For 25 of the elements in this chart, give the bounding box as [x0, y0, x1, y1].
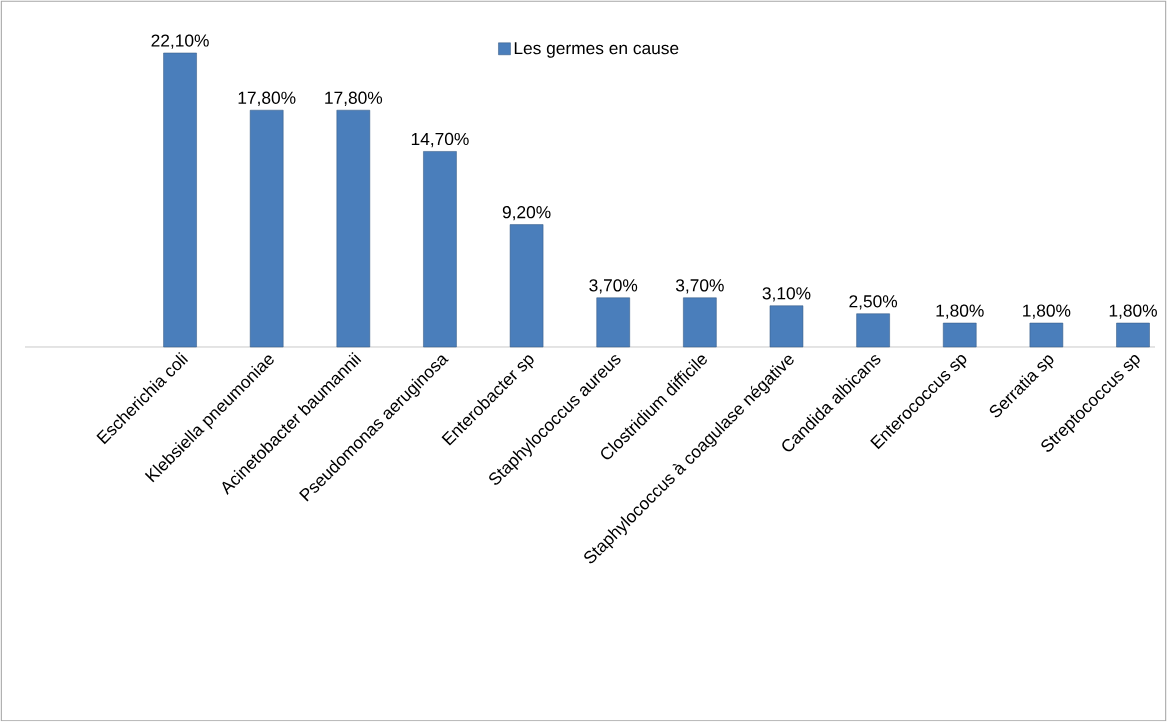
bar [1029, 322, 1064, 348]
data-label: 1,80% [1109, 304, 1157, 319]
legend-label: Les germes en cause [514, 42, 679, 58]
data-label: 1,80% [936, 304, 984, 319]
data-label: 14,70% [411, 132, 469, 148]
bar [423, 151, 457, 348]
data-label: 3,70% [589, 279, 638, 294]
bar [942, 322, 977, 348]
bar [596, 297, 630, 348]
data-label: 1,80% [1023, 304, 1071, 319]
data-label: 17,80% [325, 91, 383, 106]
data-label: 17,80% [238, 91, 296, 106]
bar [1116, 322, 1150, 348]
data-label: 22,10% [151, 34, 209, 49]
bar [509, 224, 544, 348]
bar [249, 109, 284, 348]
bar [769, 305, 804, 348]
data-label: 3,10% [762, 287, 811, 302]
data-label: 2,50% [849, 295, 898, 310]
data-label: 3,70% [675, 279, 724, 294]
bar [163, 52, 197, 348]
bar [683, 297, 717, 348]
bar [336, 109, 371, 348]
data-label: 9,20% [502, 206, 551, 221]
bar [856, 313, 890, 348]
